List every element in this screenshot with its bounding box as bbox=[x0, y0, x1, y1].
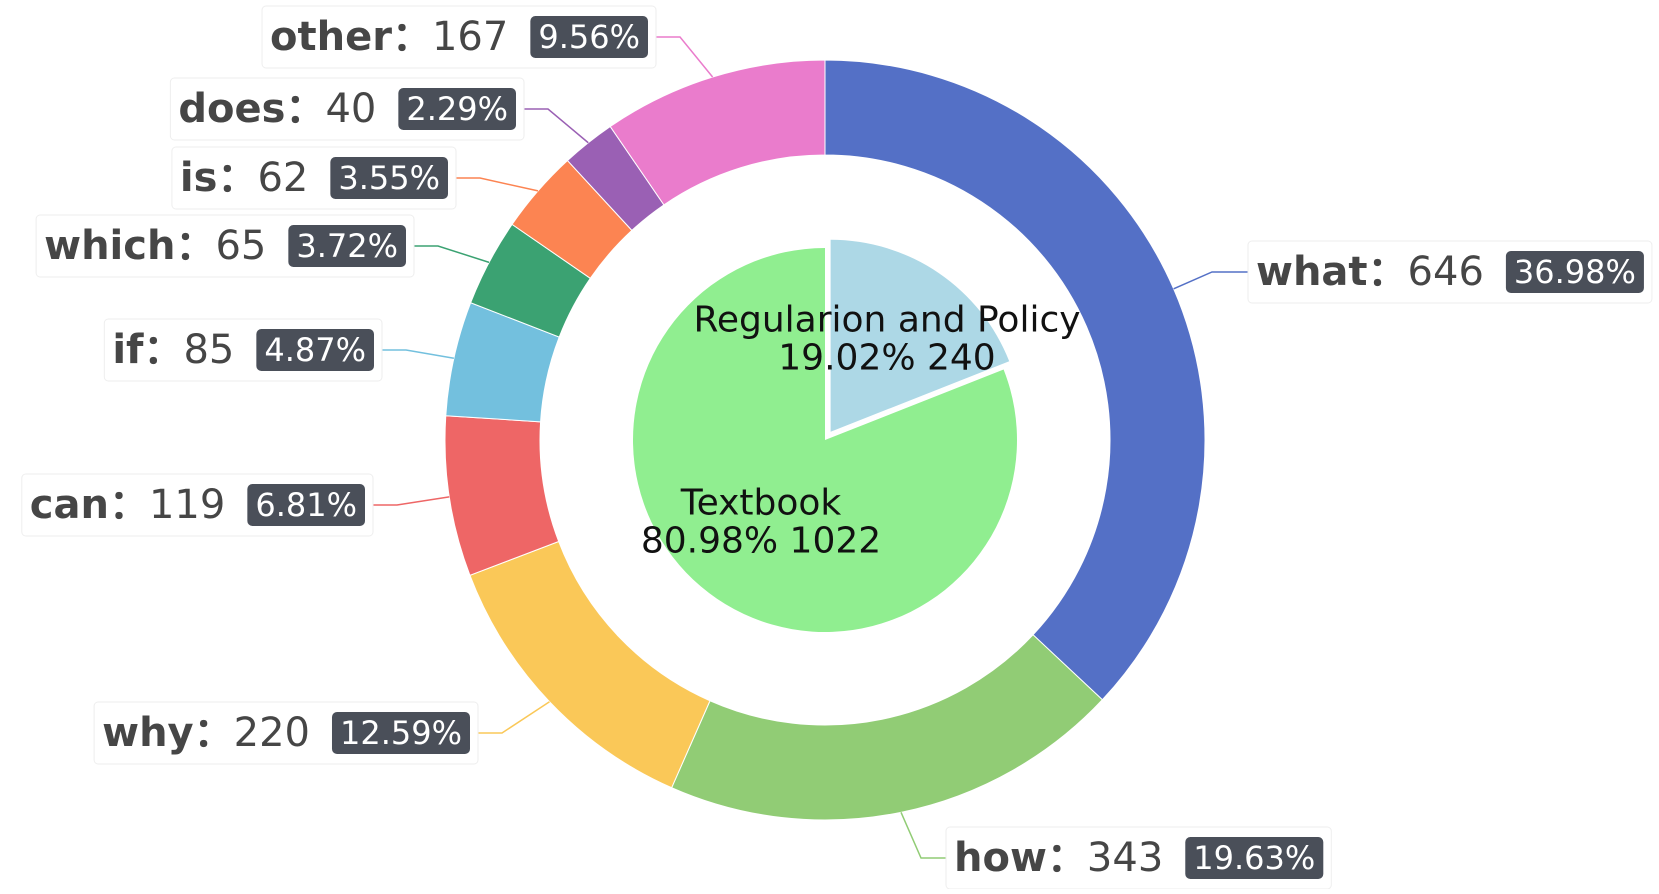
percent-pill-why bbox=[331, 712, 470, 754]
outer-slice-what[interactable] bbox=[824, 59, 1206, 701]
outer-label-can: can： 119 6.81% bbox=[21, 473, 374, 537]
label-name-what: what： bbox=[1256, 249, 1408, 295]
label-name-why: why： bbox=[102, 710, 234, 756]
label-name-does: does： bbox=[178, 86, 325, 132]
leader-line-is bbox=[450, 177, 539, 192]
leader-line-how bbox=[900, 812, 950, 859]
outer-slice-how[interactable] bbox=[670, 634, 1104, 821]
inner-label-stats-regularion-and-policy: 19.02% 240 bbox=[778, 338, 995, 379]
percent-pill-what bbox=[1505, 251, 1644, 293]
label-value-how: 343 bbox=[1087, 835, 1163, 881]
label-value-why: 220 bbox=[234, 710, 310, 756]
label-percent-does: 2.29% bbox=[406, 90, 508, 128]
label-name-can: can： bbox=[30, 482, 149, 528]
label-percent-what: 36.98% bbox=[1514, 253, 1636, 291]
label-value-what: 646 bbox=[1408, 249, 1484, 295]
percent-pill-is bbox=[330, 157, 448, 199]
label-value-which: 65 bbox=[215, 223, 266, 269]
leader-line-other bbox=[650, 36, 714, 78]
outer-label-other: other： 167 9.56% bbox=[261, 5, 657, 69]
outer-label-is: is： 62 3.55% bbox=[171, 146, 457, 210]
percent-pill-does bbox=[398, 88, 516, 130]
label-percent-can: 6.81% bbox=[255, 486, 357, 524]
label-name-which: which： bbox=[44, 223, 215, 269]
percent-pill-can bbox=[247, 484, 365, 526]
outer-slice-other[interactable] bbox=[609, 59, 826, 206]
leader-line-if bbox=[376, 349, 455, 360]
inner-label-stats-textbook: 80.98% 1022 bbox=[641, 521, 881, 562]
label-percent-which: 3.72% bbox=[296, 227, 398, 265]
label-percent-is: 3.55% bbox=[338, 159, 440, 197]
leader-line-can bbox=[367, 496, 450, 506]
label-percent-other: 9.56% bbox=[538, 18, 640, 56]
inner-label-name-textbook: Textbook bbox=[680, 483, 842, 524]
label-name-is: is： bbox=[180, 155, 258, 201]
inner-slice-regularion-and-policy[interactable] bbox=[830, 239, 1010, 432]
leader-line-what bbox=[1173, 271, 1252, 290]
label-value-other: 167 bbox=[432, 14, 508, 60]
inner-slice-textbook[interactable] bbox=[633, 248, 1018, 632]
label-value-does: 40 bbox=[325, 86, 376, 132]
outer-label-how: how： 343 19.63% bbox=[945, 826, 1332, 890]
label-value-can: 119 bbox=[149, 482, 225, 528]
outer-label-what: what： 646 36.98% bbox=[1247, 240, 1653, 304]
label-name-if: if： bbox=[112, 327, 183, 373]
percent-pill-other bbox=[530, 16, 648, 58]
percent-pill-which bbox=[288, 225, 406, 267]
outer-label-if: if： 85 4.87% bbox=[103, 318, 383, 382]
inner-label-name-regularion-and-policy: Regularion and Policy bbox=[693, 300, 1080, 341]
leader-line-which bbox=[408, 245, 490, 264]
leader-line-does bbox=[518, 108, 589, 144]
outer-label-which: which： 65 3.72% bbox=[35, 214, 415, 278]
label-percent-if: 4.87% bbox=[264, 331, 366, 369]
outer-slice-why[interactable] bbox=[469, 540, 711, 789]
percent-pill-how bbox=[1185, 837, 1324, 879]
leader-line-why bbox=[472, 701, 550, 734]
percent-pill-if bbox=[256, 329, 374, 371]
outer-label-why: why： 220 12.59% bbox=[93, 701, 479, 765]
label-percent-how: 19.63% bbox=[1193, 839, 1315, 877]
label-name-other: other： bbox=[270, 14, 432, 60]
label-value-is: 62 bbox=[257, 155, 308, 201]
label-value-if: 85 bbox=[183, 327, 234, 373]
label-percent-why: 12.59% bbox=[340, 714, 462, 752]
outer-label-does: does： 40 2.29% bbox=[169, 77, 525, 141]
label-name-how: how： bbox=[954, 835, 1087, 881]
